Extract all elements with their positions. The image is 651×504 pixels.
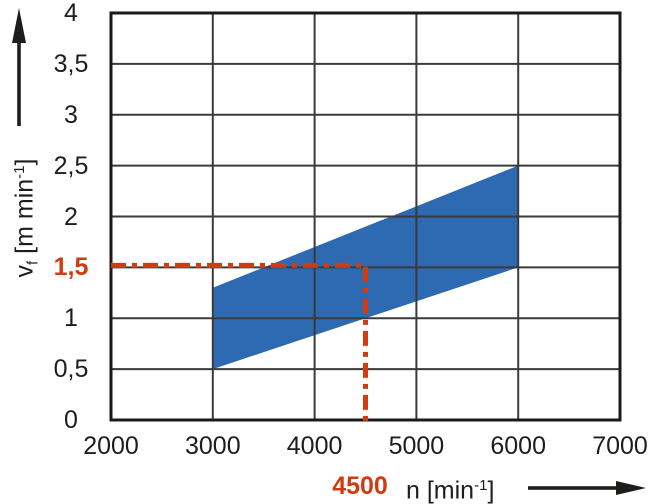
y-axis-arrow-icon [12, 8, 26, 126]
x-tick-label: 7000 [592, 432, 648, 460]
y-title-unit-close: ] [10, 158, 39, 166]
x-tick-label: 3000 [184, 432, 241, 460]
y-title-symbol: v [10, 264, 39, 278]
x-axis-title: n [min-1] [406, 473, 494, 503]
y-axis-title: vf [m min-1] [6, 68, 41, 368]
x-title-symbol: n [min [406, 476, 475, 504]
y-arrow-shaft [17, 38, 21, 126]
y-tick-label: 3,5 [53, 49, 89, 78]
x-tick-label: 5000 [388, 432, 445, 460]
y-tick-label: 1 [64, 304, 78, 333]
y-tick-label: 3 [64, 100, 78, 129]
y-tick-label: 1,5 [53, 253, 89, 282]
x-arrow-head [616, 481, 646, 495]
x-arrow-shaft [528, 486, 620, 490]
y-tick-label: 4 [64, 0, 78, 27]
marker-n-label: 4500 [332, 472, 388, 500]
y-title-unit: [m min [10, 178, 39, 261]
y-arrow-head [12, 8, 26, 43]
x-tick-label: 6000 [490, 432, 546, 460]
y-tick-label: 0 [64, 406, 78, 434]
y-title-superscript: -1 [11, 165, 28, 179]
x-title-superscript: -1 [474, 477, 488, 494]
y-tick-label: 2 [64, 202, 78, 231]
y-tick-label: 2,5 [53, 151, 89, 180]
x-title-unit-close: ] [487, 476, 495, 504]
x-tick-label: 4000 [286, 432, 343, 460]
marker-dashdot-line [111, 262, 368, 423]
x-axis-arrow-icon [528, 481, 646, 495]
x-tick-label: 2000 [83, 432, 139, 460]
y-tick-label: 0,5 [53, 355, 89, 384]
